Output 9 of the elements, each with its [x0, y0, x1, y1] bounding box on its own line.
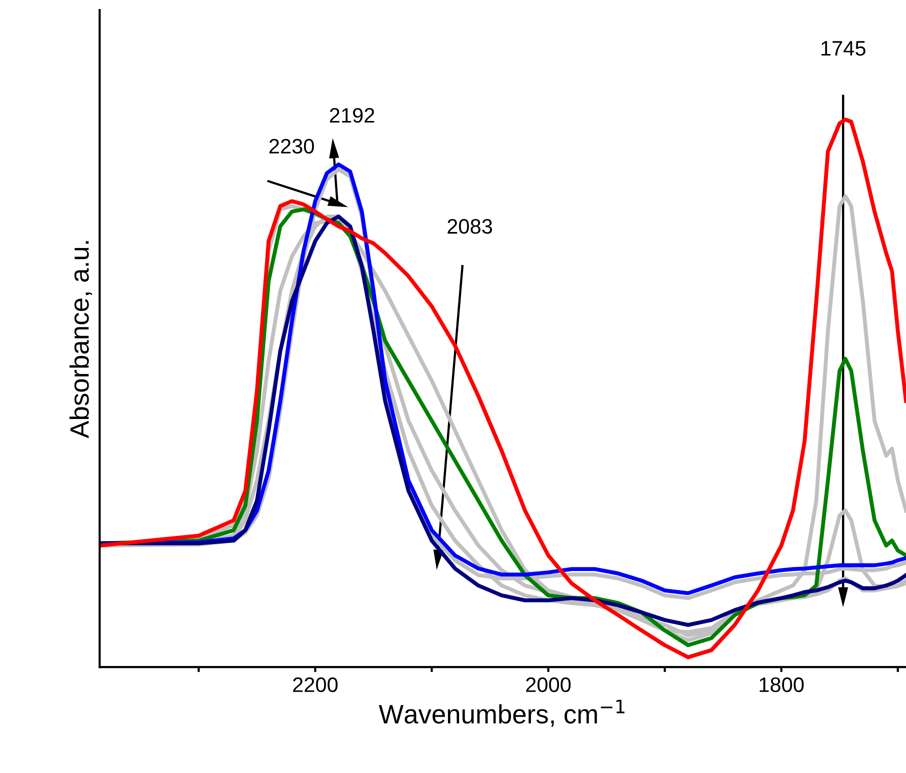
y-axis-title: Absorbance, a.u. — [70, 241, 92, 438]
annotation: 2230 — [269, 138, 314, 154]
annotation: 2083 — [448, 219, 492, 234]
annotation: 2192 — [330, 108, 374, 123]
x-tick-label: 2000 — [526, 677, 571, 692]
x-tick-label: 1800 — [760, 677, 804, 692]
x-tick-label: 2200 — [293, 677, 338, 692]
x-axis-title: Wavenumbers, cm$^{−1}$ — [378, 700, 624, 727]
text: 1745 — [822, 41, 866, 56]
